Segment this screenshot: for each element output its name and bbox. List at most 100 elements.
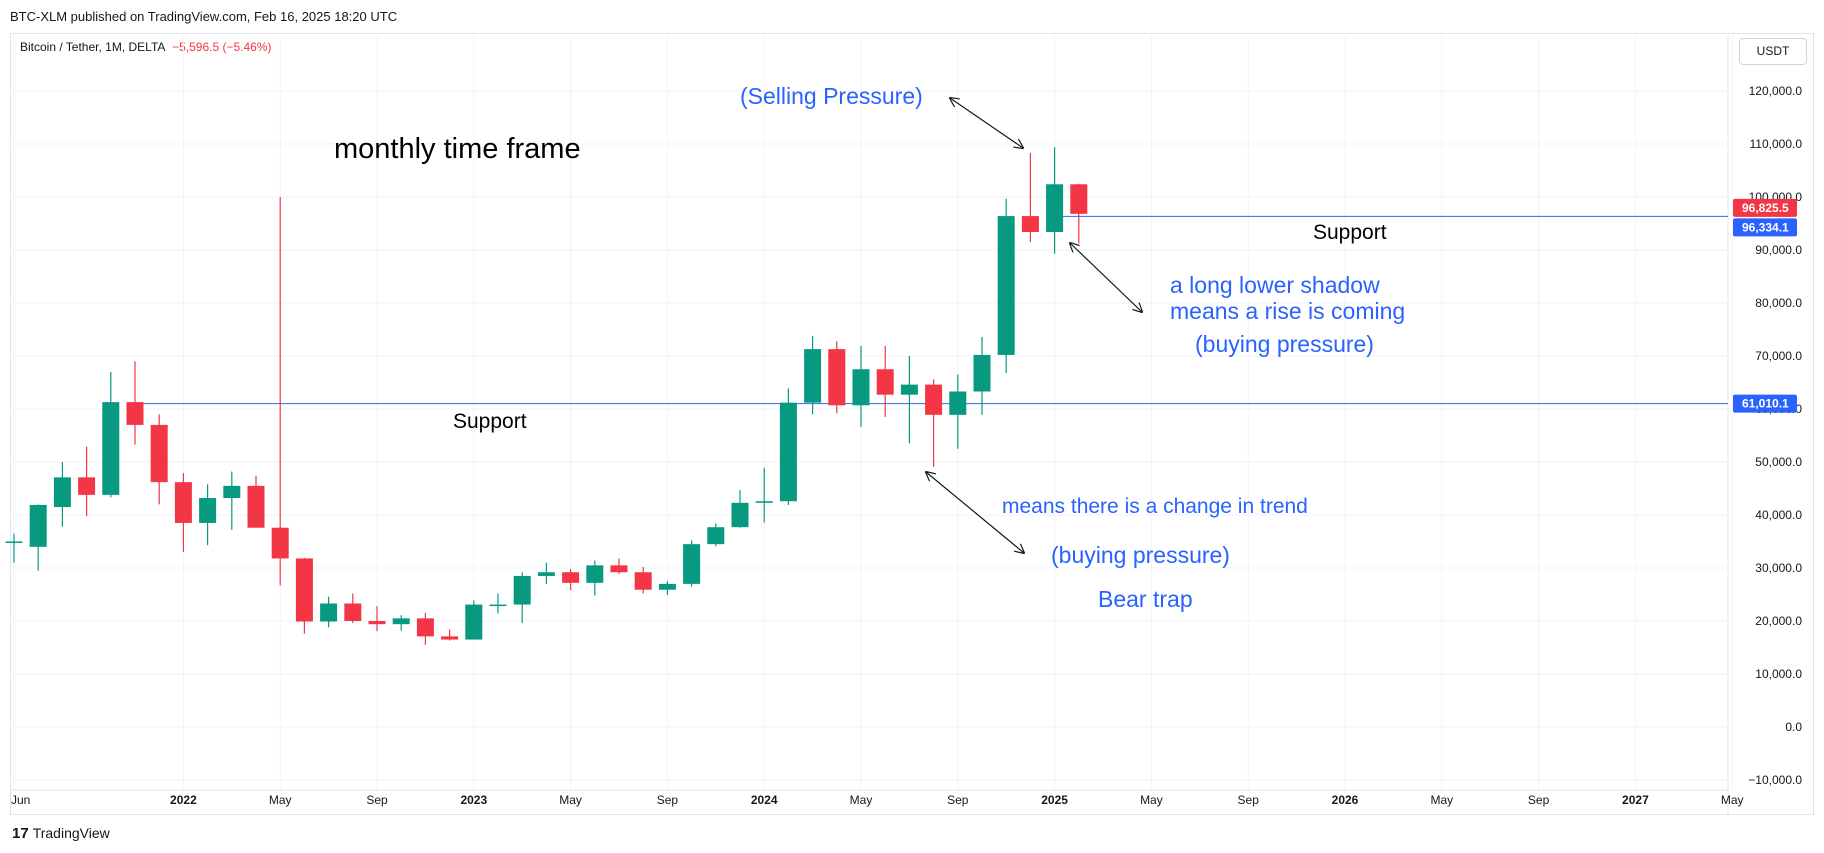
y-tick-label: 40,000.0 (1755, 508, 1802, 522)
candle[interactable] (53, 462, 71, 527)
price-change: −5,596.5 (−5.46%) (172, 40, 272, 54)
buying-pressure-annotation-lower: (buying pressure) (1051, 542, 1230, 568)
candle[interactable] (997, 198, 1015, 373)
candle-body (465, 604, 483, 640)
candle[interactable] (489, 593, 507, 614)
candle-body (925, 384, 943, 415)
double-arrow (1070, 243, 1142, 312)
candle[interactable] (876, 345, 894, 417)
support-price-label-upper: 96,334.1 (1742, 220, 1789, 234)
candle-body (900, 384, 918, 395)
x-tick-label: Sep (947, 793, 969, 807)
candle[interactable] (683, 540, 701, 587)
candle[interactable] (707, 523, 725, 547)
candle[interactable] (634, 566, 652, 594)
candle[interactable] (731, 490, 749, 528)
candle[interactable] (1070, 183, 1088, 244)
candle[interactable] (247, 475, 265, 528)
y-tick-label: 120,000.0 (1749, 84, 1803, 98)
candle-body (271, 527, 289, 559)
tradingview-logo-icon: 17 (12, 825, 29, 842)
candle-body (562, 572, 580, 583)
candle[interactable] (755, 467, 773, 523)
candle[interactable] (174, 473, 192, 553)
candle-body (29, 504, 47, 547)
x-tick-label: Jun (11, 793, 30, 807)
candle[interactable] (320, 596, 338, 628)
candle[interactable] (392, 615, 410, 631)
candle[interactable] (562, 569, 580, 591)
candle-body (392, 618, 410, 625)
y-tick-label: 80,000.0 (1755, 296, 1802, 310)
candle[interactable] (465, 600, 483, 640)
candle[interactable] (29, 504, 47, 571)
symbol-legend: Bitcoin / Tether, 1M, DELTA −5,596.5 (−5… (20, 40, 271, 54)
footer-brand[interactable]: 17 TradingView (12, 825, 110, 842)
last-price-label-box (1733, 198, 1797, 217)
candle[interactable] (537, 562, 555, 584)
candle-body (828, 349, 846, 406)
candle[interactable] (1046, 147, 1064, 254)
support-price-label-lower: 61,010.1 (1742, 397, 1789, 411)
x-tick-label: 2024 (751, 793, 778, 807)
candle-body (779, 402, 797, 502)
x-tick-label: May (559, 793, 582, 807)
candle[interactable] (5, 533, 23, 563)
candle-body (1070, 184, 1088, 214)
candle-body (1046, 184, 1064, 232)
candle[interactable] (586, 560, 604, 596)
candle-body (78, 477, 96, 495)
chart-frame (10, 33, 1814, 815)
candle[interactable] (658, 581, 676, 596)
buying-pressure-annotation-upper: (buying pressure) (1195, 331, 1374, 357)
candle[interactable] (973, 336, 991, 415)
candle-body (1021, 216, 1039, 232)
x-tick-label: Sep (1528, 793, 1550, 807)
currency-button[interactable]: USDT (1739, 38, 1807, 65)
double-arrow (926, 472, 1024, 553)
y-tick-label: 70,000.0 (1755, 349, 1802, 363)
candle[interactable] (295, 557, 313, 634)
candle[interactable] (78, 446, 96, 517)
candle[interactable] (344, 593, 362, 624)
candle[interactable] (925, 379, 943, 467)
candle-body (247, 485, 265, 528)
candle[interactable] (949, 374, 967, 449)
candle[interactable] (271, 197, 289, 586)
candle[interactable] (828, 341, 846, 414)
x-tick-label: May (269, 793, 292, 807)
candle[interactable] (852, 345, 870, 428)
y-tick-label: −10,000.0 (1748, 773, 1802, 787)
candle[interactable] (126, 361, 144, 445)
candle-body (126, 402, 144, 425)
x-tick-label: May (850, 793, 873, 807)
candle-body (150, 424, 168, 483)
candle[interactable] (368, 606, 386, 632)
candle-body (320, 603, 338, 622)
candle[interactable] (416, 613, 434, 645)
candle[interactable] (199, 484, 217, 546)
candle-body (223, 485, 241, 499)
candle[interactable] (804, 335, 822, 415)
candle[interactable] (102, 371, 120, 498)
candle-body (513, 575, 531, 605)
candle[interactable] (223, 471, 241, 530)
x-tick-label: 2026 (1332, 793, 1359, 807)
candle-body (586, 565, 604, 583)
x-tick-label: 2022 (170, 793, 197, 807)
x-tick-label: 2027 (1622, 793, 1649, 807)
candle[interactable] (610, 558, 628, 574)
candle[interactable] (1021, 153, 1039, 243)
candle-body (537, 572, 555, 576)
candle[interactable] (513, 572, 531, 624)
double-arrow (950, 98, 1023, 148)
candle[interactable] (900, 356, 918, 444)
x-tick-label: Sep (366, 793, 388, 807)
support-price-label-box-upper (1733, 218, 1797, 237)
selling-pressure-annotation: (Selling Pressure) (740, 83, 923, 109)
candle[interactable] (150, 414, 168, 505)
y-tick-label: 20,000.0 (1755, 614, 1802, 628)
candle[interactable] (779, 388, 797, 505)
candle[interactable] (441, 629, 459, 641)
